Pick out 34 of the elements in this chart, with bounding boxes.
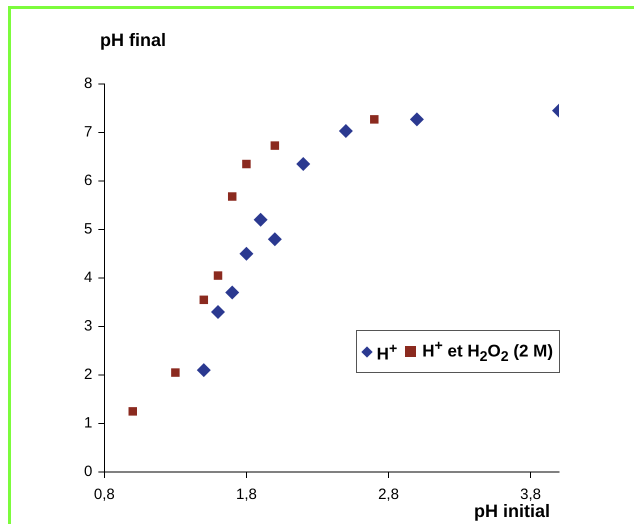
point bbox=[228, 192, 236, 201]
point bbox=[128, 407, 137, 416]
point bbox=[296, 157, 310, 172]
legend-label: H$^{+}$ bbox=[376, 340, 398, 366]
point bbox=[242, 160, 251, 168]
y-tick-label: 7 bbox=[84, 124, 92, 141]
x-tick-label: 3,8 bbox=[520, 486, 542, 504]
legend-label: H$^{+}$ et H$_{2}$O$_{2}$ (2 M) bbox=[422, 337, 553, 368]
y-tick-label: 0 bbox=[84, 463, 92, 480]
y-tick-label: 5 bbox=[84, 220, 92, 238]
point bbox=[196, 363, 211, 378]
x-tick-label: 2,8 bbox=[378, 486, 399, 504]
point bbox=[211, 304, 226, 319]
point bbox=[171, 368, 180, 377]
point bbox=[254, 212, 268, 227]
x-tick-label: 0,8 bbox=[94, 486, 115, 504]
y-tick-label: 8 bbox=[84, 75, 92, 92]
point bbox=[370, 115, 379, 124]
x-tick-label: 1,8 bbox=[236, 486, 257, 504]
point bbox=[214, 271, 222, 280]
point bbox=[338, 124, 353, 138]
point bbox=[225, 286, 240, 300]
y-tick-label: 6 bbox=[84, 172, 92, 190]
y-tick-label: 2 bbox=[84, 366, 92, 384]
point bbox=[270, 141, 280, 150]
x-axis-title: pH initial bbox=[474, 501, 550, 522]
y-tick-label: 4 bbox=[84, 269, 92, 286]
y-tick-label: 1 bbox=[84, 414, 92, 432]
y-tick-label: 3 bbox=[84, 318, 92, 335]
y-axis-title: pH final bbox=[100, 30, 166, 51]
point bbox=[410, 112, 424, 126]
point bbox=[239, 246, 254, 261]
point bbox=[200, 296, 208, 304]
point bbox=[268, 232, 282, 246]
